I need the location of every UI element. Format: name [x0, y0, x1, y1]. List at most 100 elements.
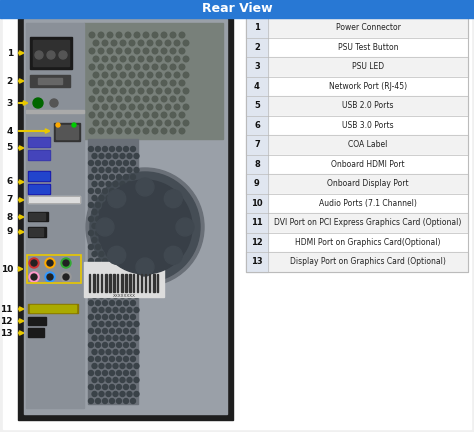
Circle shape — [89, 314, 93, 320]
Circle shape — [147, 40, 153, 46]
Circle shape — [95, 231, 100, 235]
Circle shape — [130, 286, 136, 292]
Bar — [89, 274, 91, 292]
Circle shape — [183, 72, 189, 78]
Circle shape — [29, 258, 39, 268]
Bar — [28, 137, 50, 147]
Text: Network Port (RJ-45): Network Port (RJ-45) — [329, 82, 407, 91]
Circle shape — [179, 32, 185, 38]
Circle shape — [179, 112, 185, 118]
Circle shape — [124, 216, 128, 222]
Text: Onboard Display Port: Onboard Display Port — [327, 179, 409, 188]
Circle shape — [106, 391, 111, 397]
Circle shape — [134, 238, 139, 242]
Circle shape — [99, 293, 104, 299]
Circle shape — [134, 64, 140, 70]
Circle shape — [89, 146, 93, 152]
Circle shape — [165, 40, 171, 46]
Circle shape — [99, 223, 104, 229]
Text: 9: 9 — [254, 179, 260, 188]
Circle shape — [120, 293, 125, 299]
Circle shape — [120, 153, 125, 159]
Bar — [246, 96, 268, 115]
Circle shape — [102, 258, 108, 264]
Circle shape — [109, 384, 115, 390]
Circle shape — [102, 231, 108, 235]
Circle shape — [111, 88, 117, 94]
Bar — [24, 19, 227, 414]
Circle shape — [106, 378, 111, 382]
Circle shape — [59, 51, 67, 59]
Bar — [246, 18, 468, 271]
Circle shape — [116, 112, 122, 118]
Circle shape — [134, 363, 139, 368]
Circle shape — [106, 238, 111, 242]
Circle shape — [117, 314, 121, 320]
Bar — [93, 274, 95, 292]
Circle shape — [98, 96, 104, 102]
Circle shape — [156, 40, 162, 46]
Circle shape — [108, 246, 126, 264]
Text: 8: 8 — [7, 213, 13, 222]
Circle shape — [63, 260, 69, 266]
Circle shape — [116, 32, 122, 38]
Text: 4: 4 — [7, 127, 13, 136]
Circle shape — [125, 96, 131, 102]
Circle shape — [127, 181, 132, 187]
Circle shape — [124, 258, 128, 264]
Circle shape — [106, 153, 111, 159]
Circle shape — [92, 238, 97, 242]
Circle shape — [127, 378, 132, 382]
Circle shape — [113, 280, 118, 285]
Circle shape — [179, 96, 185, 102]
Bar — [145, 274, 146, 292]
Circle shape — [124, 371, 128, 375]
Circle shape — [174, 120, 180, 126]
Circle shape — [106, 223, 111, 229]
Circle shape — [61, 258, 71, 268]
Circle shape — [120, 88, 126, 94]
Circle shape — [134, 48, 140, 54]
Circle shape — [120, 196, 125, 200]
Circle shape — [127, 153, 132, 159]
Circle shape — [89, 216, 93, 222]
Circle shape — [109, 371, 115, 375]
Bar — [29, 185, 49, 193]
Text: 4: 4 — [254, 82, 260, 91]
Circle shape — [124, 343, 128, 347]
Circle shape — [161, 112, 167, 118]
Circle shape — [127, 223, 132, 229]
Circle shape — [138, 56, 144, 62]
Bar — [28, 184, 50, 194]
Circle shape — [134, 280, 139, 285]
Text: USB 3.0 Ports: USB 3.0 Ports — [342, 121, 394, 130]
Text: Rear View: Rear View — [202, 3, 272, 16]
Circle shape — [113, 349, 118, 355]
Circle shape — [95, 161, 100, 165]
Circle shape — [134, 32, 140, 38]
Circle shape — [113, 363, 118, 368]
Bar — [246, 213, 468, 232]
Bar — [30, 305, 76, 312]
Bar — [246, 135, 268, 155]
Circle shape — [127, 336, 132, 340]
Circle shape — [124, 245, 128, 250]
Circle shape — [174, 40, 180, 46]
Circle shape — [63, 274, 69, 280]
Circle shape — [129, 120, 135, 126]
Circle shape — [179, 48, 185, 54]
Bar — [33, 40, 69, 66]
Circle shape — [124, 175, 128, 180]
Circle shape — [98, 48, 104, 54]
Circle shape — [89, 161, 93, 165]
Circle shape — [127, 293, 132, 299]
Bar — [29, 172, 49, 180]
Circle shape — [161, 48, 167, 54]
Bar — [246, 194, 468, 213]
Circle shape — [89, 188, 93, 194]
Circle shape — [106, 349, 111, 355]
Circle shape — [99, 238, 104, 242]
Circle shape — [134, 181, 139, 187]
Circle shape — [152, 64, 158, 70]
Circle shape — [89, 231, 93, 235]
